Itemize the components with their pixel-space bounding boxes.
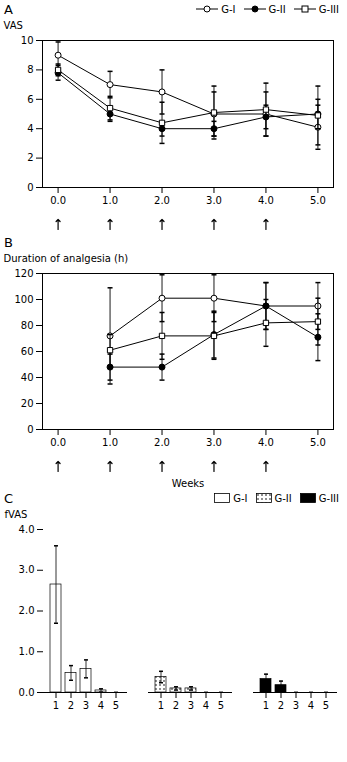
svg-text:2: 2 bbox=[27, 152, 33, 163]
svg-text:4.0: 4.0 bbox=[19, 524, 35, 535]
svg-text:2: 2 bbox=[278, 700, 284, 711]
svg-text:80: 80 bbox=[21, 320, 34, 331]
html-text:G-I: G-I bbox=[221, 3, 236, 15]
html-text:G-II: G-II bbox=[268, 3, 286, 15]
svg-text:6: 6 bbox=[27, 94, 33, 105]
svg-text:0.0: 0.0 bbox=[19, 687, 35, 698]
svg-text:3: 3 bbox=[188, 700, 194, 711]
svg-text:3.0: 3.0 bbox=[206, 195, 222, 206]
svg-text:1: 1 bbox=[158, 700, 164, 711]
svg-text:120: 120 bbox=[14, 268, 33, 279]
svg-text:5: 5 bbox=[323, 700, 329, 711]
svg-text:100: 100 bbox=[14, 294, 33, 305]
svg-text:1.0: 1.0 bbox=[102, 437, 118, 448]
svg-text:fVAS: fVAS bbox=[5, 509, 28, 520]
html-text:G-III: G-III bbox=[318, 492, 339, 504]
html-text:B: B bbox=[4, 234, 13, 250]
svg-text:4.0: 4.0 bbox=[258, 195, 274, 206]
svg-text:2.0: 2.0 bbox=[19, 605, 35, 616]
svg-text:3: 3 bbox=[83, 700, 89, 711]
svg-text:2: 2 bbox=[68, 700, 74, 711]
svg-text:5: 5 bbox=[113, 700, 119, 711]
svg-text:3.0: 3.0 bbox=[206, 437, 222, 448]
html-text:G-II: G-II bbox=[274, 492, 292, 504]
html-text:A: A bbox=[4, 1, 13, 17]
svg-text:0: 0 bbox=[27, 182, 33, 193]
svg-text:Weeks: Weeks bbox=[172, 478, 205, 489]
svg-text:3.0: 3.0 bbox=[19, 564, 35, 575]
svg-text:2: 2 bbox=[173, 700, 179, 711]
svg-text:VAS: VAS bbox=[4, 20, 23, 31]
svg-text:0.0: 0.0 bbox=[50, 195, 66, 206]
svg-text:5.0: 5.0 bbox=[310, 195, 326, 206]
svg-text:4: 4 bbox=[98, 700, 104, 711]
svg-text:2.0: 2.0 bbox=[154, 195, 170, 206]
svg-text:4: 4 bbox=[27, 123, 33, 134]
html-text:G-III: G-III bbox=[318, 3, 339, 15]
html-text:C: C bbox=[4, 490, 14, 506]
svg-text:0.0: 0.0 bbox=[50, 437, 66, 448]
svg-text:60: 60 bbox=[21, 346, 34, 357]
svg-text:10: 10 bbox=[21, 35, 34, 46]
svg-text:40: 40 bbox=[21, 372, 34, 383]
svg-text:3: 3 bbox=[293, 700, 299, 711]
svg-text:8: 8 bbox=[27, 64, 33, 75]
svg-text:1.0: 1.0 bbox=[19, 646, 35, 657]
svg-text:5: 5 bbox=[218, 700, 224, 711]
html-text:G-I: G-I bbox=[233, 492, 248, 504]
svg-text:1: 1 bbox=[53, 700, 59, 711]
svg-text:2.0: 2.0 bbox=[154, 437, 170, 448]
svg-text:20: 20 bbox=[21, 398, 34, 409]
svg-text:1: 1 bbox=[263, 700, 269, 711]
svg-text:4.0: 4.0 bbox=[258, 437, 274, 448]
svg-text:5.0: 5.0 bbox=[310, 437, 326, 448]
svg-text:4: 4 bbox=[203, 700, 209, 711]
svg-text:4: 4 bbox=[308, 700, 314, 711]
svg-text:Duration of analgesia (h): Duration of analgesia (h) bbox=[4, 253, 129, 264]
svg-text:0: 0 bbox=[27, 424, 33, 435]
svg-text:1.0: 1.0 bbox=[102, 195, 118, 206]
